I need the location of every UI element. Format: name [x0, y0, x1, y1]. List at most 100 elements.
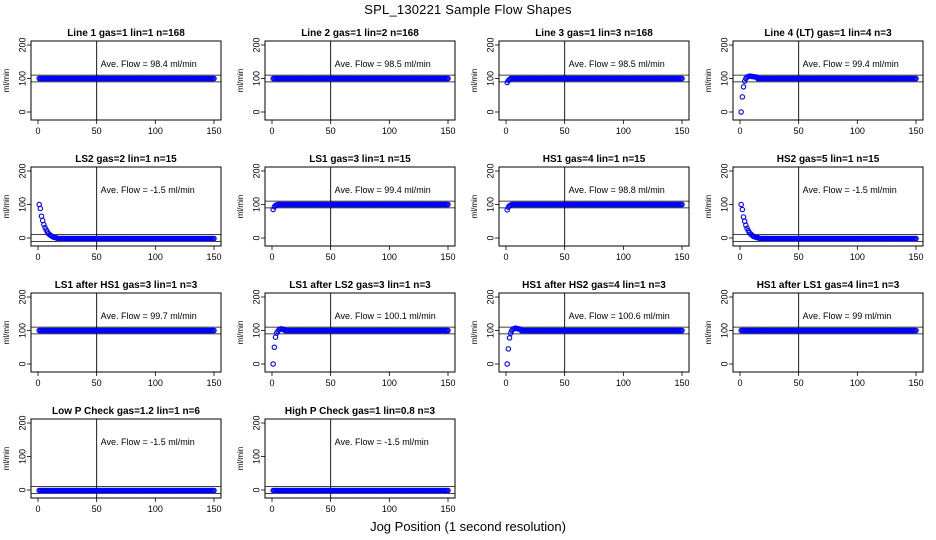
y-tick-label: 200 [17, 37, 27, 52]
y-tick-label: 200 [719, 37, 729, 52]
y-tick-label: 0 [251, 235, 261, 240]
data-point [740, 214, 747, 220]
data-point [739, 206, 746, 213]
data-point [211, 487, 217, 494]
y-axis-label: ml/min [2, 195, 11, 219]
data-point [679, 75, 685, 82]
plot-frame [498, 166, 690, 247]
data-points [504, 75, 685, 86]
average-flow-annotation: Ave. Flow = 98.8 ml/min [569, 185, 665, 195]
y-tick-label: 0 [17, 361, 27, 366]
y-tick-label: 100 [251, 323, 261, 338]
data-point [913, 327, 919, 334]
panel-1: Line 1 gas=1 lin=1 n=168 0 50 100 150 0 100 200… [2, 28, 222, 136]
data-points [36, 201, 217, 242]
x-tick-label: 100 [148, 252, 163, 262]
y-tick-label: 0 [485, 109, 495, 114]
average-flow-annotation: Ave. Flow = -1.5 ml/min [101, 185, 195, 195]
y-axis-label: ml/min [236, 69, 245, 93]
x-tick-label: 50 [794, 378, 804, 388]
data-point [270, 361, 276, 367]
x-tick-label: 100 [616, 126, 631, 136]
x-tick-label: 0 [503, 252, 508, 262]
x-tick-label: 0 [737, 126, 742, 136]
x-tick-label: 150 [440, 252, 455, 262]
y-axis-label: ml/min [2, 321, 11, 345]
y-tick-label: 200 [17, 289, 27, 304]
data-point [211, 235, 217, 242]
plot-frame [732, 292, 924, 373]
x-tick-label: 150 [206, 126, 221, 136]
data-point [211, 327, 217, 334]
data-point [271, 344, 278, 350]
plot-frame [30, 166, 222, 247]
x-tick-label: 50 [326, 252, 336, 262]
y-tick-label: 200 [251, 415, 261, 430]
x-tick-label: 50 [560, 126, 570, 136]
y-tick-label: 200 [17, 163, 27, 178]
x-tick-label: 150 [440, 504, 455, 514]
panel-title: HS1 gas=4 lin=1 n=15 [543, 154, 646, 165]
panel-5: LS2 gas=2 lin=1 n=15 0 50 100 150 0 100 200 ml/m… [2, 154, 222, 262]
data-point [445, 75, 451, 82]
panel-title: Line 1 gas=1 lin=1 n=168 [67, 28, 185, 39]
average-flow-annotation: Ave. Flow = 98.5 ml/min [569, 59, 665, 69]
average-flow-annotation: Ave. Flow = 98.4 ml/min [101, 59, 197, 69]
x-tick-label: 50 [92, 504, 102, 514]
y-tick-label: 0 [719, 109, 729, 114]
y-tick-label: 0 [251, 109, 261, 114]
y-tick-label: 200 [251, 289, 261, 304]
y-tick-label: 200 [719, 289, 729, 304]
panel-title: LS2 gas=2 lin=1 n=15 [75, 154, 177, 165]
plot-frame [30, 418, 222, 499]
data-point [743, 222, 749, 229]
y-tick-label: 100 [17, 449, 27, 464]
data-point [741, 78, 748, 84]
data-point [270, 206, 276, 213]
y-tick-label: 0 [251, 361, 261, 366]
data-point [507, 330, 514, 336]
x-tick-label: 0 [737, 252, 742, 262]
y-tick-label: 100 [251, 71, 261, 86]
panel-11: HS1 after HS2 gas=4 lin=1 n=3 0 50 100 150 0 1… [470, 280, 690, 388]
x-tick-label: 100 [382, 504, 397, 514]
x-tick-label: 150 [908, 378, 923, 388]
panel-6: LS1 gas=3 lin=1 n=15 0 50 100 150 0 100 200 ml/m… [236, 154, 456, 262]
y-tick-label: 100 [485, 71, 495, 86]
panel-title: Line 3 gas=1 lin=3 n=168 [535, 28, 653, 39]
x-tick-label: 0 [269, 252, 274, 262]
x-tick-label: 50 [326, 504, 336, 514]
x-tick-label: 150 [440, 378, 455, 388]
x-tick-label: 100 [616, 252, 631, 262]
y-tick-label: 200 [485, 37, 495, 52]
x-tick-label: 150 [440, 126, 455, 136]
x-tick-label: 150 [206, 252, 221, 262]
panel-4: Line 4 (LT) gas=1 lin=4 n=3 0 50 100 150 0 100… [704, 28, 924, 136]
x-tick-label: 150 [674, 378, 689, 388]
average-flow-annotation: Ave. Flow = -1.5 ml/min [803, 185, 897, 195]
average-flow-annotation: Ave. Flow = 99 ml/min [803, 311, 892, 321]
y-tick-label: 200 [251, 163, 261, 178]
x-tick-label: 50 [794, 126, 804, 136]
x-tick-label: 150 [206, 378, 221, 388]
y-axis-label: ml/min [470, 195, 479, 219]
panel-7: HS1 gas=4 lin=1 n=15 0 50 100 150 0 100 200 ml/m… [470, 154, 690, 262]
y-tick-label: 0 [17, 487, 27, 492]
data-point [738, 109, 744, 115]
plot-frame [732, 166, 924, 247]
x-tick-label: 150 [674, 126, 689, 136]
data-points [270, 201, 451, 213]
x-tick-label: 100 [148, 378, 163, 388]
y-axis-label: ml/min [2, 69, 11, 93]
x-tick-label: 150 [908, 252, 923, 262]
plot-frame [264, 166, 456, 247]
plot-frame [30, 40, 222, 121]
panel-title: LS1 after LS2 gas=3 lin=1 n=3 [289, 280, 431, 291]
x-tick-label: 0 [269, 126, 274, 136]
data-point [37, 205, 44, 212]
y-tick-label: 0 [251, 487, 261, 492]
data-points [738, 201, 919, 242]
panel-title: LS1 gas=3 lin=1 n=15 [309, 154, 411, 165]
data-point [504, 207, 510, 213]
y-axis-label: ml/min [704, 321, 713, 345]
